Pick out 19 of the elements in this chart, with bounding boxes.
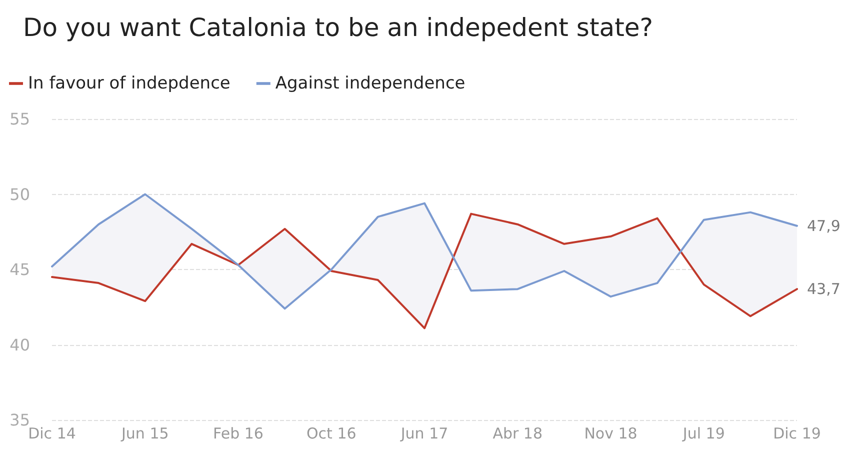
x-tick-label: Jun 17 <box>400 424 448 442</box>
legend-label: Against independence <box>275 74 466 94</box>
x-tick-label: Feb 16 <box>213 424 264 442</box>
y-tick-label: 40 <box>10 335 30 354</box>
data-label: 43,7 <box>807 280 840 298</box>
legend-label: In favour of indepdence <box>28 74 230 94</box>
x-tick-label: Jun 15 <box>120 424 169 442</box>
chart-title: Do you want Catalonia to be an indepedent state? <box>23 13 654 42</box>
x-tick-label: Nov 18 <box>584 424 638 442</box>
y-tick-label: 50 <box>10 184 30 204</box>
x-tick-label: Oct 16 <box>306 424 356 442</box>
y-tick-label: 55 <box>10 110 30 128</box>
y-tick-label: 45 <box>10 260 30 279</box>
x-tick-label: Abr 18 <box>492 424 543 442</box>
x-tick-label: Jul 19 <box>682 424 725 442</box>
data-label: 47,9 <box>807 216 840 235</box>
x-tick-label: Dic 14 <box>28 424 76 442</box>
y-tick-label: 35 <box>10 410 30 430</box>
x-tick-label: Dic 19 <box>773 424 821 442</box>
